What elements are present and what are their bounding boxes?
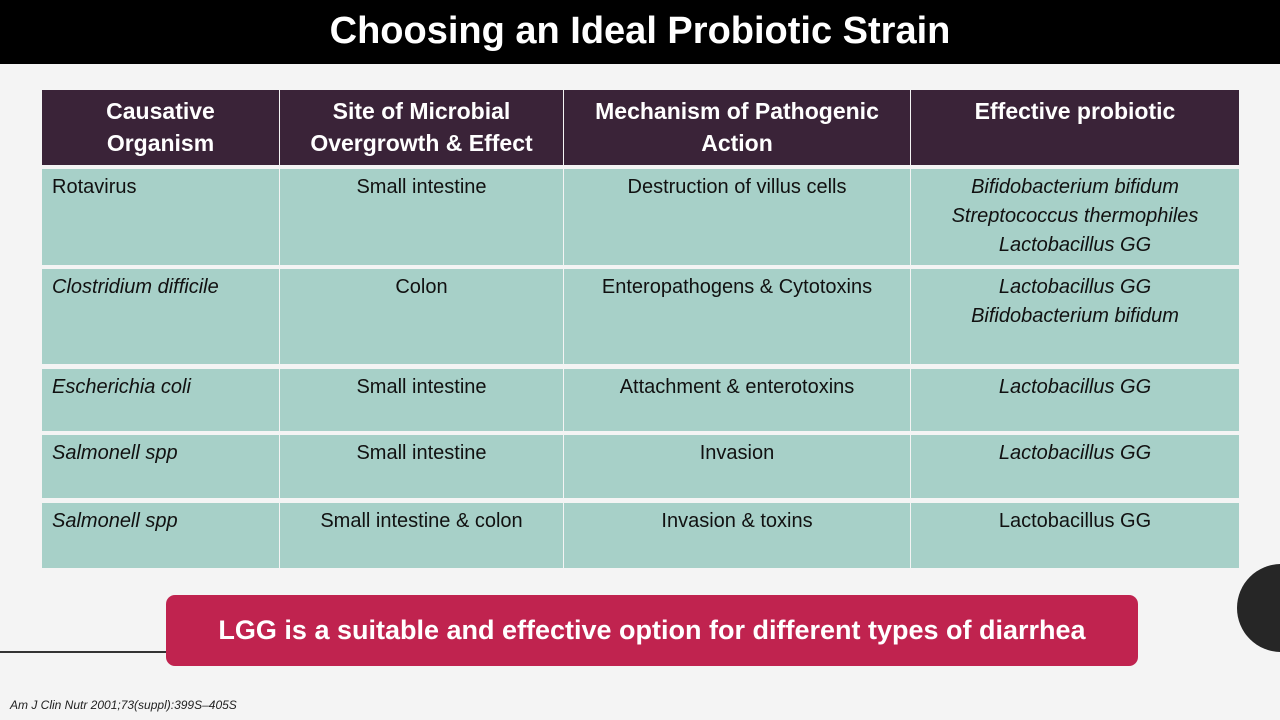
table-cell: Small intestine & colon <box>280 503 563 568</box>
cell-line: Lactobacillus GG <box>998 276 1152 298</box>
cell-line: Bifidobacterium bifidum <box>971 176 1179 198</box>
cell-line: Lactobacillus GG <box>998 234 1152 256</box>
table-cell: Small intestine <box>280 369 563 431</box>
title: Choosing an Ideal Probiotic Strain <box>0 0 1280 64</box>
table-cell: Rotavirus <box>42 169 279 265</box>
cell-line: Bifidobacterium bifidum <box>971 305 1179 327</box>
table-cell: Escherichia coli <box>42 369 279 431</box>
header-cell: Causative Organism <box>42 90 279 165</box>
decor-circle <box>1237 564 1280 652</box>
table-cell: Salmonell spp <box>42 435 279 498</box>
table-cell: Attachment & enterotoxins <box>564 369 910 431</box>
table-cell: Colon <box>280 269 563 364</box>
header-cell: Effective probiotic <box>911 90 1239 165</box>
callout: LGG is a suitable and effective option f… <box>166 595 1138 666</box>
cell-line: Lactobacillus GG <box>998 376 1152 398</box>
table-cell: Destruction of villus cells <box>564 169 910 265</box>
table-cell: Small intestine <box>280 169 563 265</box>
table-cell: Invasion <box>564 435 910 498</box>
table-cell: Invasion & toxins <box>564 503 910 568</box>
table-cell: Clostridium difficile <box>42 269 279 364</box>
table-cell: Salmonell spp <box>42 503 279 568</box>
header-cell: Site of Microbial Overgrowth & Effect <box>280 90 563 165</box>
cell-line: Streptococcus thermophiles <box>951 205 1199 227</box>
table-cell: Lactobacillus GG Bifidobacterium bifidum <box>911 269 1239 364</box>
decor-line <box>0 651 166 653</box>
table-cell: Lactobacillus GG <box>911 503 1239 568</box>
cell-line: Lactobacillus GG <box>998 442 1152 464</box>
table-cell: Lactobacillus GG <box>911 435 1239 498</box>
table-cell: Enteropathogens & Cytotoxins <box>564 269 910 364</box>
table-cell: Bifidobacterium bifidum Streptococcus the… <box>911 169 1239 265</box>
table-cell: Lactobacillus GG <box>911 369 1239 431</box>
cell-line: Lactobacillus GG <box>998 510 1152 532</box>
header-cell: Mechanism of Pathogenic Action <box>564 90 910 165</box>
citation: Am J Clin Nutr 2001;73(suppl):399S–405S <box>10 698 237 712</box>
table-cell: Small intestine <box>280 435 563 498</box>
